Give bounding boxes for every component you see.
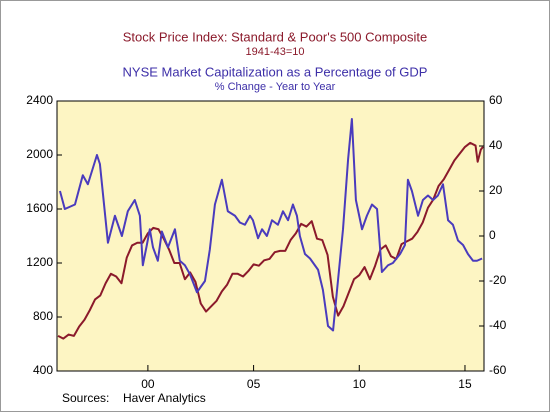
series-title: Stock Price Index: Standard & Poor's 500… <box>123 29 428 44</box>
y2-tick-label: -60 <box>489 363 507 377</box>
x-tick-label: 05 <box>247 377 261 391</box>
y-tick-label: 2000 <box>26 147 53 161</box>
x-tick-label: 15 <box>458 377 472 391</box>
x-tick-label: 10 <box>353 377 367 391</box>
y2-tick-label: 0 <box>489 228 496 242</box>
y2-tick-label: 60 <box>489 93 503 107</box>
y2-tick-label: 40 <box>489 138 503 152</box>
plot-area <box>57 101 484 371</box>
y-tick-label: 1600 <box>26 201 53 215</box>
y-tick-label: 400 <box>33 363 53 377</box>
series-subtitle: % Change - Year to Year <box>215 81 336 93</box>
y-tick-label: 800 <box>33 309 53 323</box>
y2-tick-label: -20 <box>489 273 507 287</box>
source-label: Sources: <box>62 391 109 405</box>
y-tick-label: 1200 <box>26 255 53 269</box>
y-tick-label: 2400 <box>26 93 53 107</box>
source: Haver Analytics <box>123 391 206 405</box>
y2-tick-label: 20 <box>489 183 503 197</box>
plot-border <box>56 100 485 372</box>
series-line <box>57 141 484 340</box>
x-tick-label: 00 <box>141 377 155 391</box>
series-line <box>58 118 483 332</box>
series-title: NYSE Market Capitalization as a Percenta… <box>123 64 428 79</box>
y2-tick-label: -40 <box>489 318 507 332</box>
series-subtitle: 1941-43=10 <box>245 46 304 58</box>
